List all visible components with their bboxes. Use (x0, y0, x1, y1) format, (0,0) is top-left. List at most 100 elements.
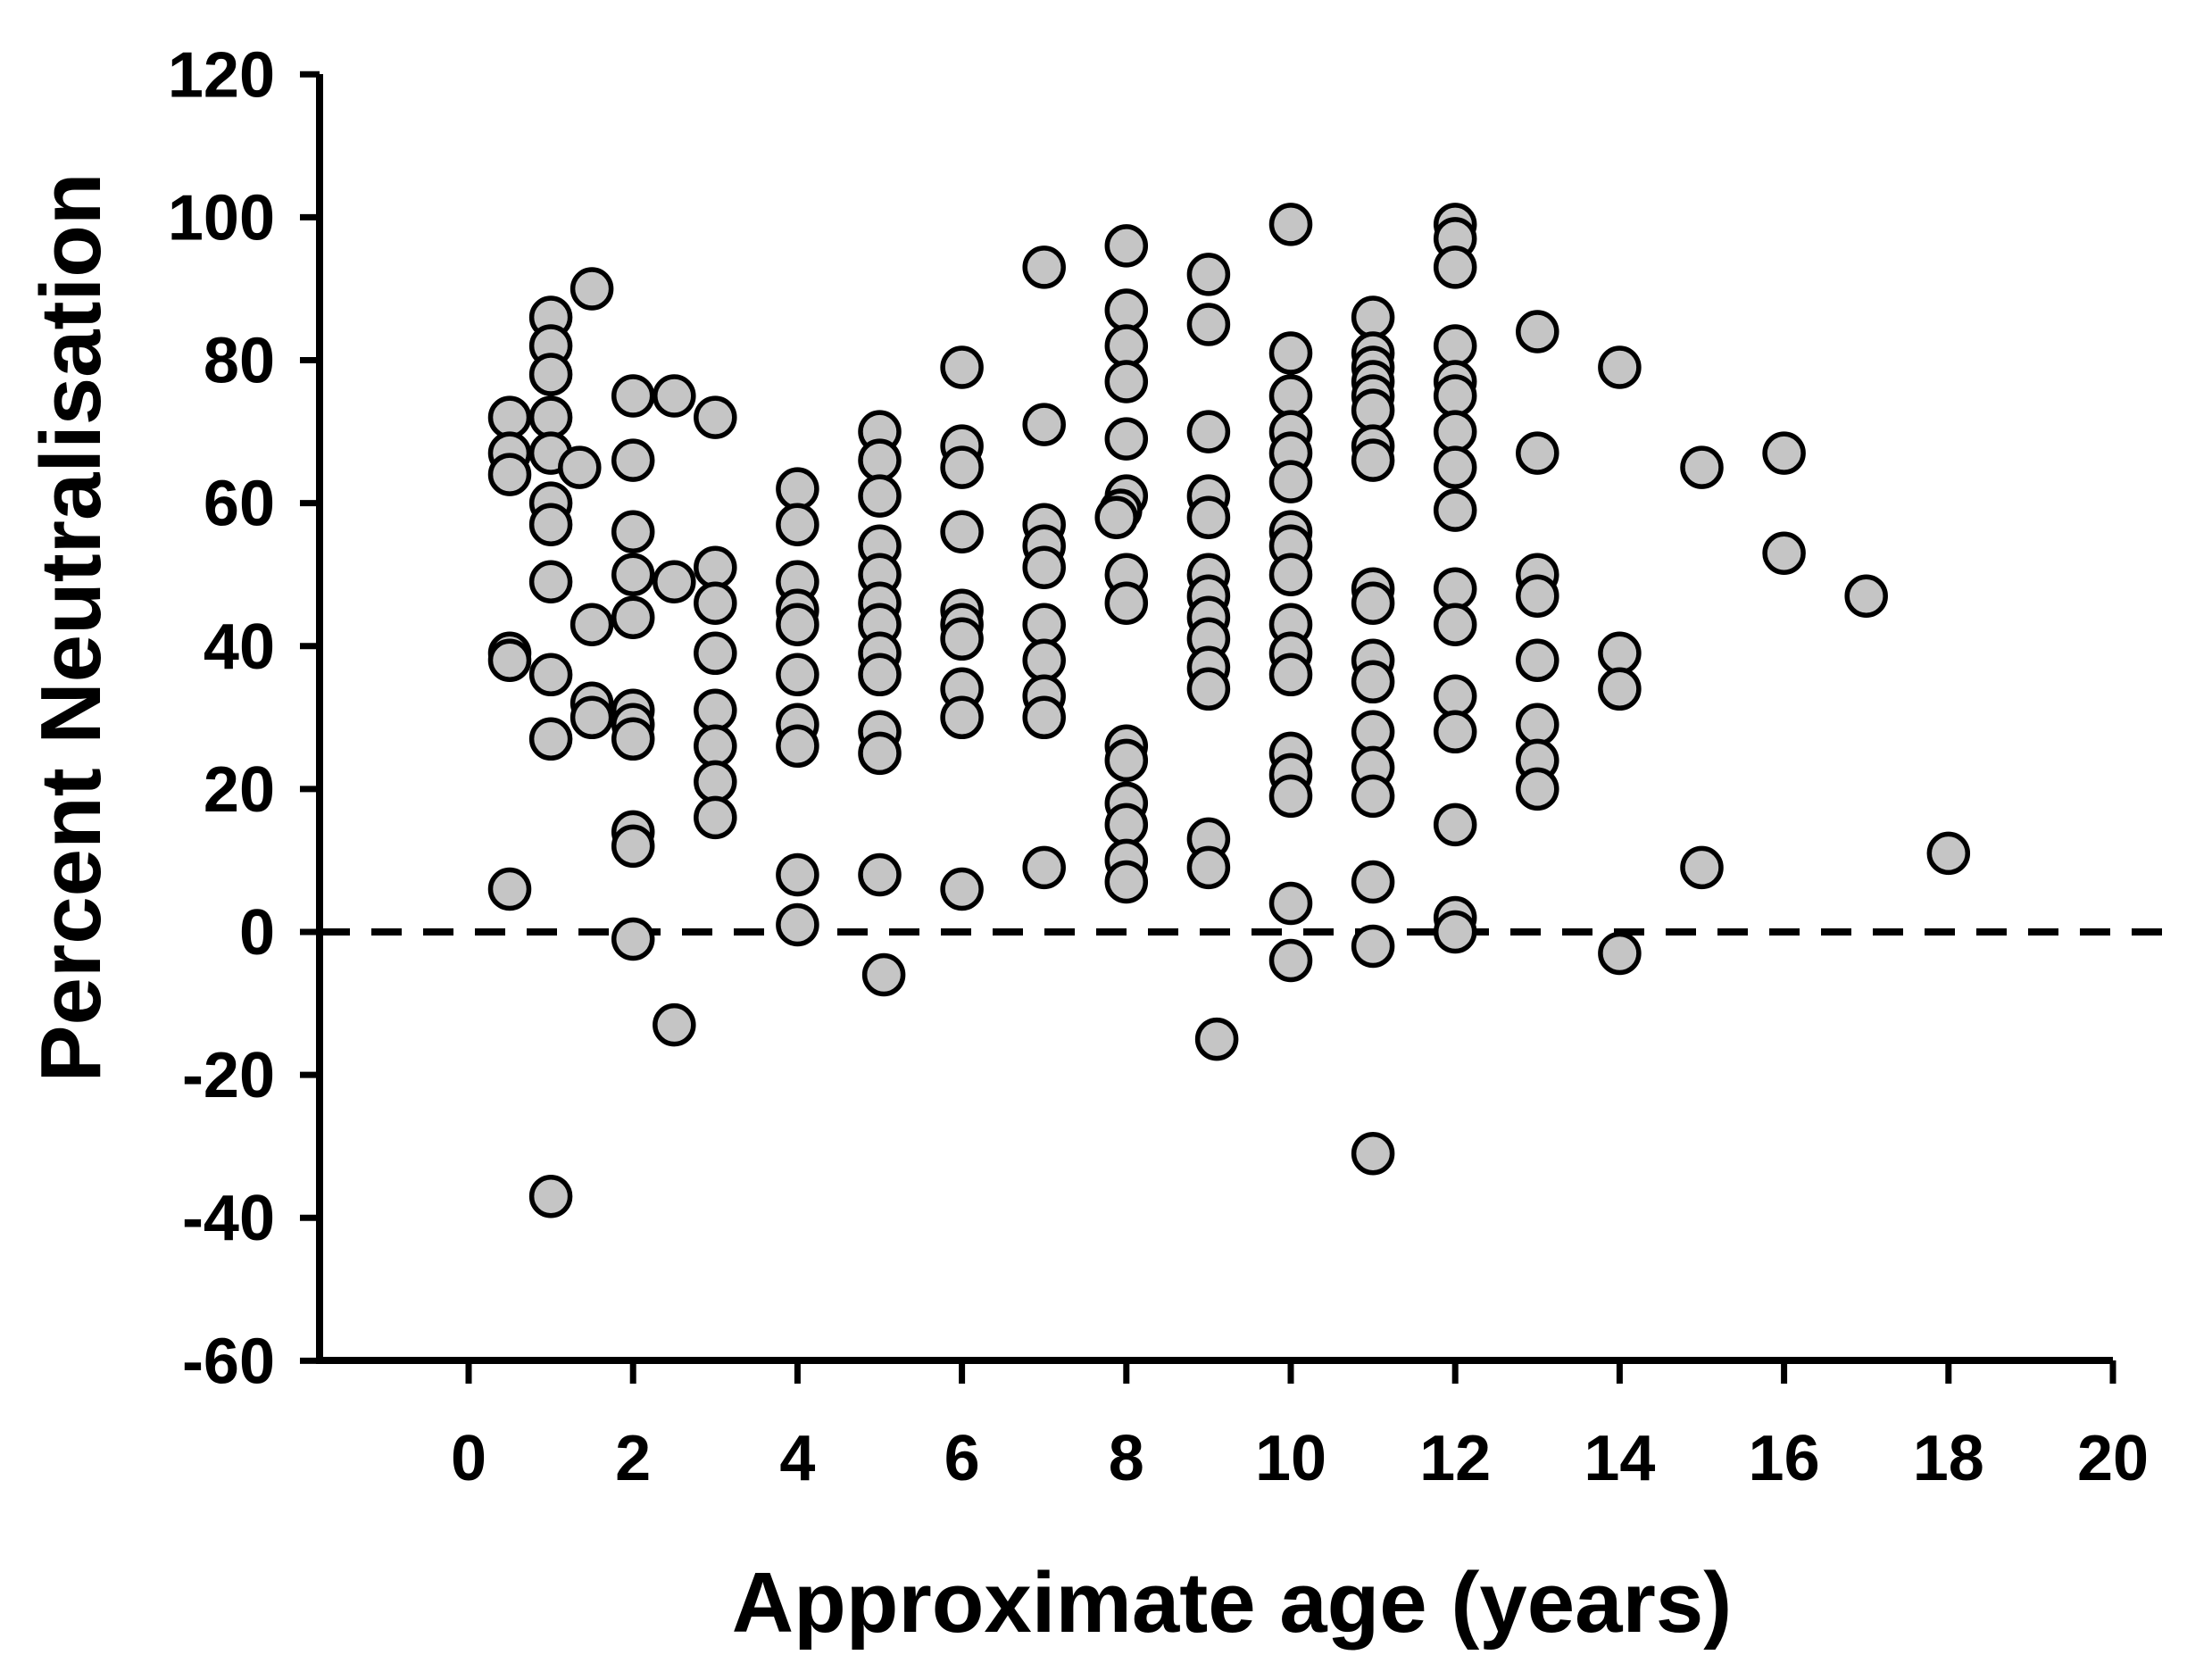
y-tick-label: 40 (204, 611, 275, 683)
data-point (1433, 245, 1477, 289)
data-point (487, 453, 532, 496)
x-tick-label: 18 (1913, 1423, 1984, 1494)
data-point (1186, 667, 1231, 711)
data-point (694, 760, 737, 804)
data-point (528, 653, 573, 697)
data-point (528, 560, 573, 603)
data-point (1598, 631, 1642, 676)
data-point (1680, 845, 1724, 890)
data-point (1433, 410, 1477, 453)
data-point (694, 545, 737, 589)
x-tick-label: 6 (944, 1423, 980, 1494)
x-tick-label: 16 (1749, 1423, 1820, 1494)
data-point (1351, 438, 1395, 482)
data-point (558, 445, 602, 489)
data-point (694, 688, 737, 733)
data-point (1022, 638, 1066, 683)
data-point (1598, 667, 1642, 711)
data-point (1186, 303, 1231, 346)
data-point (1680, 445, 1724, 489)
y-axis-title: Percent Neutralisation (23, 173, 119, 1083)
y-tick-label: 20 (204, 754, 275, 826)
data-point (694, 581, 737, 625)
data-point (776, 852, 819, 897)
data-point (611, 917, 655, 961)
data-point (858, 852, 902, 897)
data-point (1433, 710, 1477, 754)
data-point (487, 395, 532, 439)
data-point (1433, 803, 1477, 847)
data-point (570, 267, 614, 311)
data-point (1104, 360, 1149, 403)
data-point (1104, 803, 1149, 847)
data-point (1433, 374, 1477, 418)
data-point (1194, 1017, 1239, 1061)
data-point (528, 717, 573, 761)
x-tick-label: 20 (2077, 1423, 2149, 1494)
y-tick-label: -20 (182, 1040, 275, 1111)
data-point (570, 695, 614, 740)
data-point (1022, 403, 1066, 446)
data-point (1762, 431, 1806, 475)
data-point (1926, 831, 1971, 876)
x-axis-title: Approximate age (years) (732, 1555, 1732, 1651)
data-point (611, 553, 655, 596)
data-point (1268, 374, 1313, 418)
tick-label-layer: 120 100 80 60 40 20 0 -20 -40 -60 0 2 4 6 8 10 12 14 16 18 2… (168, 39, 2149, 1494)
data-point (858, 438, 902, 482)
data-point (694, 395, 737, 439)
data-point-layer (487, 203, 1971, 1218)
data-point (611, 374, 655, 418)
y-tick-label: -60 (182, 1326, 275, 1397)
axis-layer (300, 71, 2116, 1384)
data-point (1351, 388, 1395, 432)
x-tick-label: 12 (1419, 1423, 1491, 1494)
data-point (940, 510, 984, 553)
data-point (1433, 910, 1477, 954)
data-point (1433, 603, 1477, 646)
data-point (1104, 738, 1149, 783)
data-point (611, 438, 655, 482)
data-point (611, 595, 655, 639)
data-point (776, 902, 819, 947)
data-point (1598, 931, 1642, 976)
data-point (1351, 924, 1395, 969)
data-point (776, 503, 819, 546)
data-point (1104, 288, 1149, 332)
x-tick-label: 4 (779, 1423, 815, 1494)
y-tick-label: 120 (168, 39, 275, 111)
y-tick-label: 60 (204, 469, 275, 540)
data-point (861, 952, 906, 997)
data-point (1268, 460, 1313, 503)
data-point (1268, 203, 1313, 246)
data-point (1433, 567, 1477, 611)
x-tick-label: 10 (1255, 1423, 1326, 1494)
data-point (1104, 324, 1149, 368)
data-point (611, 510, 655, 553)
data-point (1268, 553, 1313, 596)
data-point (1186, 845, 1231, 890)
data-point (1351, 774, 1395, 819)
data-point (487, 867, 532, 911)
data-point (1104, 224, 1149, 268)
data-point (940, 867, 984, 911)
data-point (528, 353, 573, 396)
data-point (694, 724, 737, 769)
y-tick-label: 100 (168, 182, 275, 254)
data-point (1022, 245, 1066, 289)
data-point (776, 724, 819, 769)
data-point (940, 695, 984, 740)
data-point (1268, 774, 1313, 819)
data-point (1186, 495, 1231, 539)
x-tick-label: 2 (615, 1423, 651, 1494)
data-point (1351, 1131, 1395, 1176)
data-point (1268, 938, 1313, 983)
data-point (1022, 845, 1066, 890)
data-point (1104, 860, 1149, 904)
data-point (611, 717, 655, 761)
y-tick-label: 0 (239, 897, 275, 969)
data-point (776, 603, 819, 646)
data-point (1186, 253, 1231, 296)
